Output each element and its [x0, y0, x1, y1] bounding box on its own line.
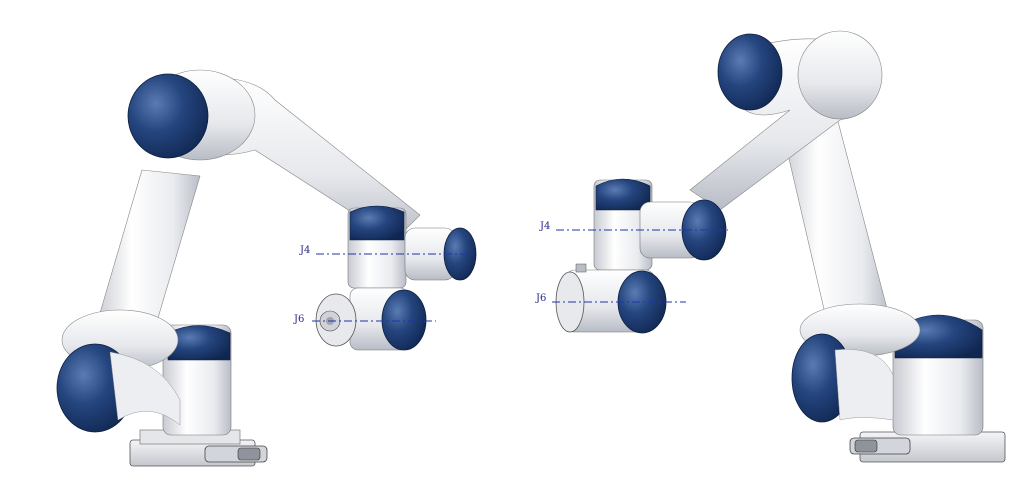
- left-wrist: [315, 205, 477, 351]
- left-lower-arm: [56, 169, 201, 433]
- right-wrist: [555, 178, 727, 334]
- left-j4-label: J4: [299, 245, 310, 256]
- right-lower-arm: [779, 109, 921, 423]
- right-robot: J4 J6: [535, 30, 1006, 463]
- left-upper-arm: [127, 69, 421, 241]
- right-base: [849, 314, 1006, 463]
- right-upper-arm: [689, 30, 883, 211]
- left-j6-label: J6: [293, 314, 304, 325]
- right-j4-label: J4: [539, 221, 550, 232]
- right-j6-label: J6: [535, 293, 546, 304]
- left-robot: J4 J6: [56, 69, 477, 467]
